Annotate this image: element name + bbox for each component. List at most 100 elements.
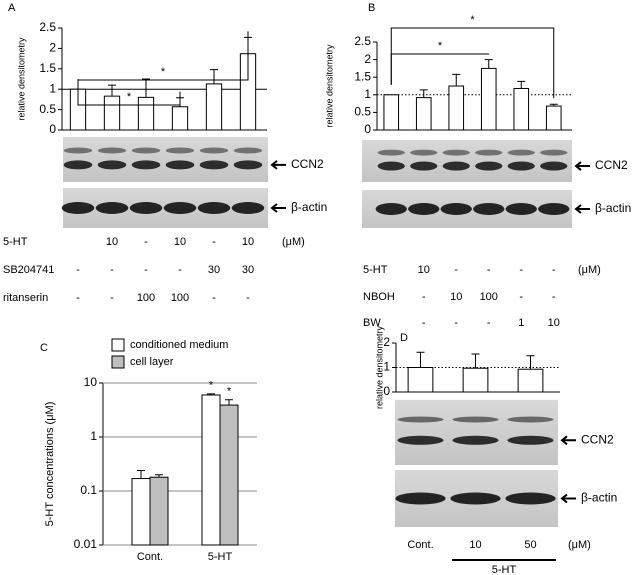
treatment-value: 10 [106,236,118,248]
blot-band [131,147,161,154]
blot-band [97,147,127,154]
arrow [574,161,590,171]
treatment-value: - [552,291,556,303]
y-axis-label: 5-HT concentrations (μM) [44,402,56,527]
x-tick-label: Cont. [137,551,163,563]
bar [407,367,434,393]
blot-band [231,202,265,214]
blot-band [475,149,503,156]
treatment-value: 10 [174,236,186,248]
blot-band [377,161,405,171]
blot-band [442,149,470,156]
bar [171,106,189,131]
legend-label: conditioned medium [130,339,228,351]
bar [448,85,465,131]
y-tick-label: 0.1 [80,483,97,497]
bar [205,83,223,131]
treatment-value: - [487,264,491,276]
bar [137,96,155,131]
blot-band [540,149,568,156]
treatment-name: 5-HT [3,236,28,248]
blot-label: CCN2 [595,158,628,172]
blot-band [473,203,505,215]
bar [462,367,489,393]
y-tick-label: 0 [383,384,390,398]
treatment-name: BW [363,317,381,329]
bar [149,476,169,546]
blot-band [63,160,93,170]
blot-band [538,203,570,215]
blot-band [440,203,472,215]
arrow [560,493,576,504]
western-blot [63,137,268,182]
legend-swatch [111,355,125,369]
blot-band [233,160,263,170]
blot-band [505,492,556,505]
bar [219,404,239,546]
treatment-value: 30 [208,264,220,276]
blot-band [505,203,537,215]
treatment-value: - [487,317,491,329]
y-tick-label: 0.5 [354,105,371,119]
blot-label: β-actin [581,491,617,505]
y-tick-label: 2 [383,335,390,349]
blot-band [450,492,501,505]
significance-mark: * [227,386,232,398]
blot-band [63,147,93,154]
significance-mark: * [161,66,166,78]
error-bar [452,73,461,86]
y-tick-label: 2.5 [39,20,56,34]
treatment-value: 30 [242,264,254,276]
significance-mark: * [470,14,475,26]
treatment-value: 100 [480,291,498,303]
arrow [270,203,286,213]
blot-band [97,160,127,170]
treatment-value: - [519,264,523,276]
panel-label: A [8,2,16,14]
bar [131,478,151,546]
y-tick-label: 2 [364,52,371,66]
blot-band [163,202,197,214]
blot-band [410,149,438,156]
bar [513,87,530,131]
treatment-name: NBOH [363,291,395,303]
error-bar [108,84,116,97]
treatment-value: - [422,291,426,303]
x-tick-label: 50 [524,539,536,551]
y-tick-label: 1.5 [354,69,371,83]
legend-swatch [111,338,125,352]
treatment-value: - [422,317,426,329]
treatment-value: - [246,292,250,304]
treatment-name: 5-HT [363,264,388,276]
significance-mark: * [127,91,132,103]
y-tick-label: 2.5 [354,34,371,48]
treatment-value: - [110,264,114,276]
treatment-value: 10 [418,264,430,276]
blot-band [540,161,568,171]
significance-bracket [390,53,490,85]
y-tick-label: 1.5 [39,61,56,75]
treatment-name: ritanserin [3,292,48,304]
significance-mark: * [438,40,443,52]
treatment-value: - [144,236,148,248]
blot-band [442,161,470,171]
y-tick-label: 1 [364,87,371,101]
bar [201,394,221,546]
blot-band [233,147,263,154]
significance-bracket [77,79,181,106]
unit-label: (μM) [568,539,591,551]
blot-band [95,202,129,214]
treatment-value: - [552,264,556,276]
legend-label: cell layer [130,356,174,368]
blot-band [199,147,229,154]
panel-label: C [40,342,48,354]
error-bar [471,353,480,369]
treatment-value: - [519,291,523,303]
significance-bracket [390,27,555,99]
error-bar [484,59,493,69]
y-tick-label: 10 [84,375,98,389]
blot-band [131,160,161,170]
y-tick-label: 1 [383,360,390,374]
bar [103,95,121,131]
